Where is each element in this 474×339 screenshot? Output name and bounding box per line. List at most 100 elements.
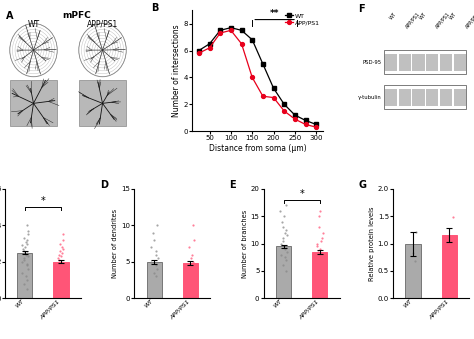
Text: γ-tubulin: γ-tubulin <box>358 95 382 100</box>
Text: WT: WT <box>389 12 398 21</box>
Text: PSD-95: PSD-95 <box>363 60 382 65</box>
Point <box>20 281 28 286</box>
WT <box>271 86 276 90</box>
WT <box>218 28 223 33</box>
Point <box>188 256 195 261</box>
Point <box>185 270 192 276</box>
Text: *: * <box>40 196 45 206</box>
Point <box>282 246 289 252</box>
APP/PS1 <box>313 125 319 129</box>
Point <box>319 230 327 235</box>
Point <box>318 268 326 274</box>
Line: WT: WT <box>197 26 318 126</box>
APP/PS1 <box>292 117 298 121</box>
Text: F: F <box>358 4 365 14</box>
Point <box>20 248 28 254</box>
Bar <box>405 243 420 298</box>
Point <box>412 229 419 234</box>
Point <box>59 268 66 274</box>
Text: APP/PS1: APP/PS1 <box>87 20 118 29</box>
Bar <box>412 89 425 106</box>
Point <box>152 263 159 268</box>
Point <box>55 290 63 296</box>
Point <box>18 243 25 248</box>
Point <box>282 244 290 249</box>
Bar <box>146 262 162 298</box>
FancyBboxPatch shape <box>384 50 466 74</box>
Point <box>281 255 289 260</box>
Point <box>317 274 325 279</box>
Text: *: * <box>300 189 304 199</box>
Text: D: D <box>100 180 108 190</box>
APP/PS1 <box>196 51 202 55</box>
Point <box>282 268 289 274</box>
Point <box>59 244 66 250</box>
Point <box>55 256 62 261</box>
Point <box>278 219 285 224</box>
Point <box>313 244 320 249</box>
Point <box>148 244 155 250</box>
Point <box>315 214 323 219</box>
Point <box>279 235 286 241</box>
Point <box>318 235 326 241</box>
Text: WT: WT <box>449 12 458 21</box>
Point <box>19 246 27 252</box>
APP/PS1 <box>249 75 255 79</box>
APP/PS1 <box>239 42 245 46</box>
Point <box>449 215 456 220</box>
APP/PS1 <box>260 94 266 98</box>
FancyBboxPatch shape <box>384 85 466 109</box>
Point <box>189 259 197 264</box>
Point <box>318 252 326 257</box>
Point <box>154 256 161 261</box>
Point <box>152 252 160 257</box>
Point <box>409 251 416 256</box>
Point <box>315 224 322 230</box>
Text: E: E <box>229 180 236 190</box>
WT <box>313 122 319 126</box>
Point <box>24 254 32 259</box>
Bar <box>399 89 411 106</box>
Line: APP/PS1: APP/PS1 <box>197 28 318 129</box>
Text: APP/PS1: APP/PS1 <box>434 12 451 30</box>
Point <box>57 259 64 264</box>
Text: **: ** <box>270 9 279 18</box>
Point <box>150 237 157 243</box>
Point <box>23 250 31 255</box>
Bar <box>426 89 438 106</box>
Point <box>183 263 191 268</box>
Point <box>24 266 32 272</box>
Point <box>58 272 66 277</box>
Bar <box>454 54 465 71</box>
Point <box>55 252 63 257</box>
Point <box>149 230 157 235</box>
Point <box>282 202 290 208</box>
Bar <box>454 89 465 106</box>
Text: WT: WT <box>419 12 428 21</box>
APP/PS1 <box>207 46 212 50</box>
Bar <box>312 252 328 298</box>
Point <box>283 257 290 263</box>
Point <box>57 254 64 259</box>
Point <box>22 239 29 244</box>
Bar <box>399 54 411 71</box>
Point <box>18 270 26 276</box>
Point <box>188 288 195 294</box>
Point <box>189 252 196 257</box>
Point <box>277 241 285 246</box>
Y-axis label: Number of intersections: Number of intersections <box>172 24 181 117</box>
Text: G: G <box>359 180 367 190</box>
Point <box>315 263 323 268</box>
Point <box>283 233 291 238</box>
FancyBboxPatch shape <box>10 80 57 126</box>
FancyBboxPatch shape <box>79 80 126 126</box>
Point <box>280 214 288 219</box>
Point <box>279 263 287 268</box>
Text: B: B <box>151 3 158 13</box>
Point <box>316 208 323 214</box>
Point <box>18 259 26 264</box>
WT <box>303 118 309 122</box>
Bar <box>385 54 397 71</box>
Point <box>316 246 323 252</box>
Point <box>24 232 32 237</box>
